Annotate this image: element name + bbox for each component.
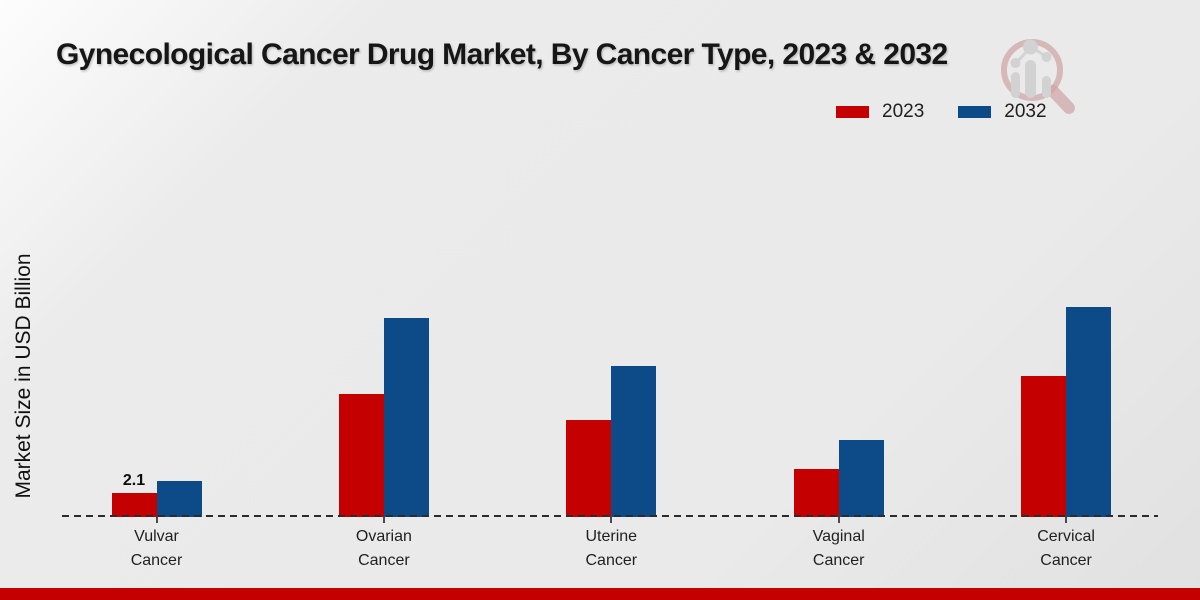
bar-2023-vulvar-cancer [111,493,157,517]
category-label-vulvar-cancer: Vulvar Cancer [130,528,183,569]
plot-area: 2.1 Vulvar Cancer Ovarian Cancer Uterine Cance… [62,150,1158,569]
legend: 2023 2032 [836,101,1047,123]
legend-item-2032: 2032 [958,101,1047,123]
axis-tick-cervical-cancer [1065,516,1068,523]
bar-group-vulvar-cancer: 2.1 [111,150,202,517]
legend-label: 2023 [882,101,925,122]
bar-2023-uterine-cancer [566,420,612,517]
bar-group-cervical-cancer [1021,150,1112,517]
axis-tick-vulvar-cancer [155,516,158,523]
bar-group-uterine-cancer [566,150,657,517]
category-label-ovarian-cancer: Ovarian Cancer [355,528,412,569]
axis-tick-vaginal-cancer [837,516,840,523]
category-label-vaginal-cancer: Vaginal Cancer [812,528,865,569]
bar-2032-cervical-cancer [1066,307,1112,517]
legend-swatch-icon [958,106,992,118]
chart-title: Gynecological Cancer Drug Market, By Can… [56,38,948,71]
bar-2023-cervical-cancer [1021,376,1067,517]
legend-label: 2032 [1004,101,1047,122]
data-value-label: 2.1 [122,472,146,489]
bar-2032-ovarian-cancer [383,318,429,517]
axis-tick-ovarian-cancer [382,516,385,523]
legend-item-2023: 2023 [836,101,924,123]
bar-2032-vaginal-cancer [838,440,884,517]
category-label-uterine-cancer: Uterine Cancer [585,528,638,569]
footer-red-strip [0,588,1200,600]
bar-2023-ovarian-cancer [338,394,384,517]
category-label-cervical-cancer: Cervical Cancer [1037,528,1095,569]
market-research-logo-icon [1001,39,1075,114]
bar-group-vaginal-cancer [793,150,884,517]
x-axis-baseline [62,515,1158,517]
bar-2032-uterine-cancer [611,366,657,517]
y-axis-label: Market Size in USD Billion [12,253,35,499]
axis-tick-uterine-cancer [610,516,613,523]
bar-2032-vulvar-cancer [156,481,202,517]
legend-swatch-icon [836,106,869,118]
bar-group-ovarian-cancer [338,150,429,517]
bar-2023-vaginal-cancer [793,469,839,517]
